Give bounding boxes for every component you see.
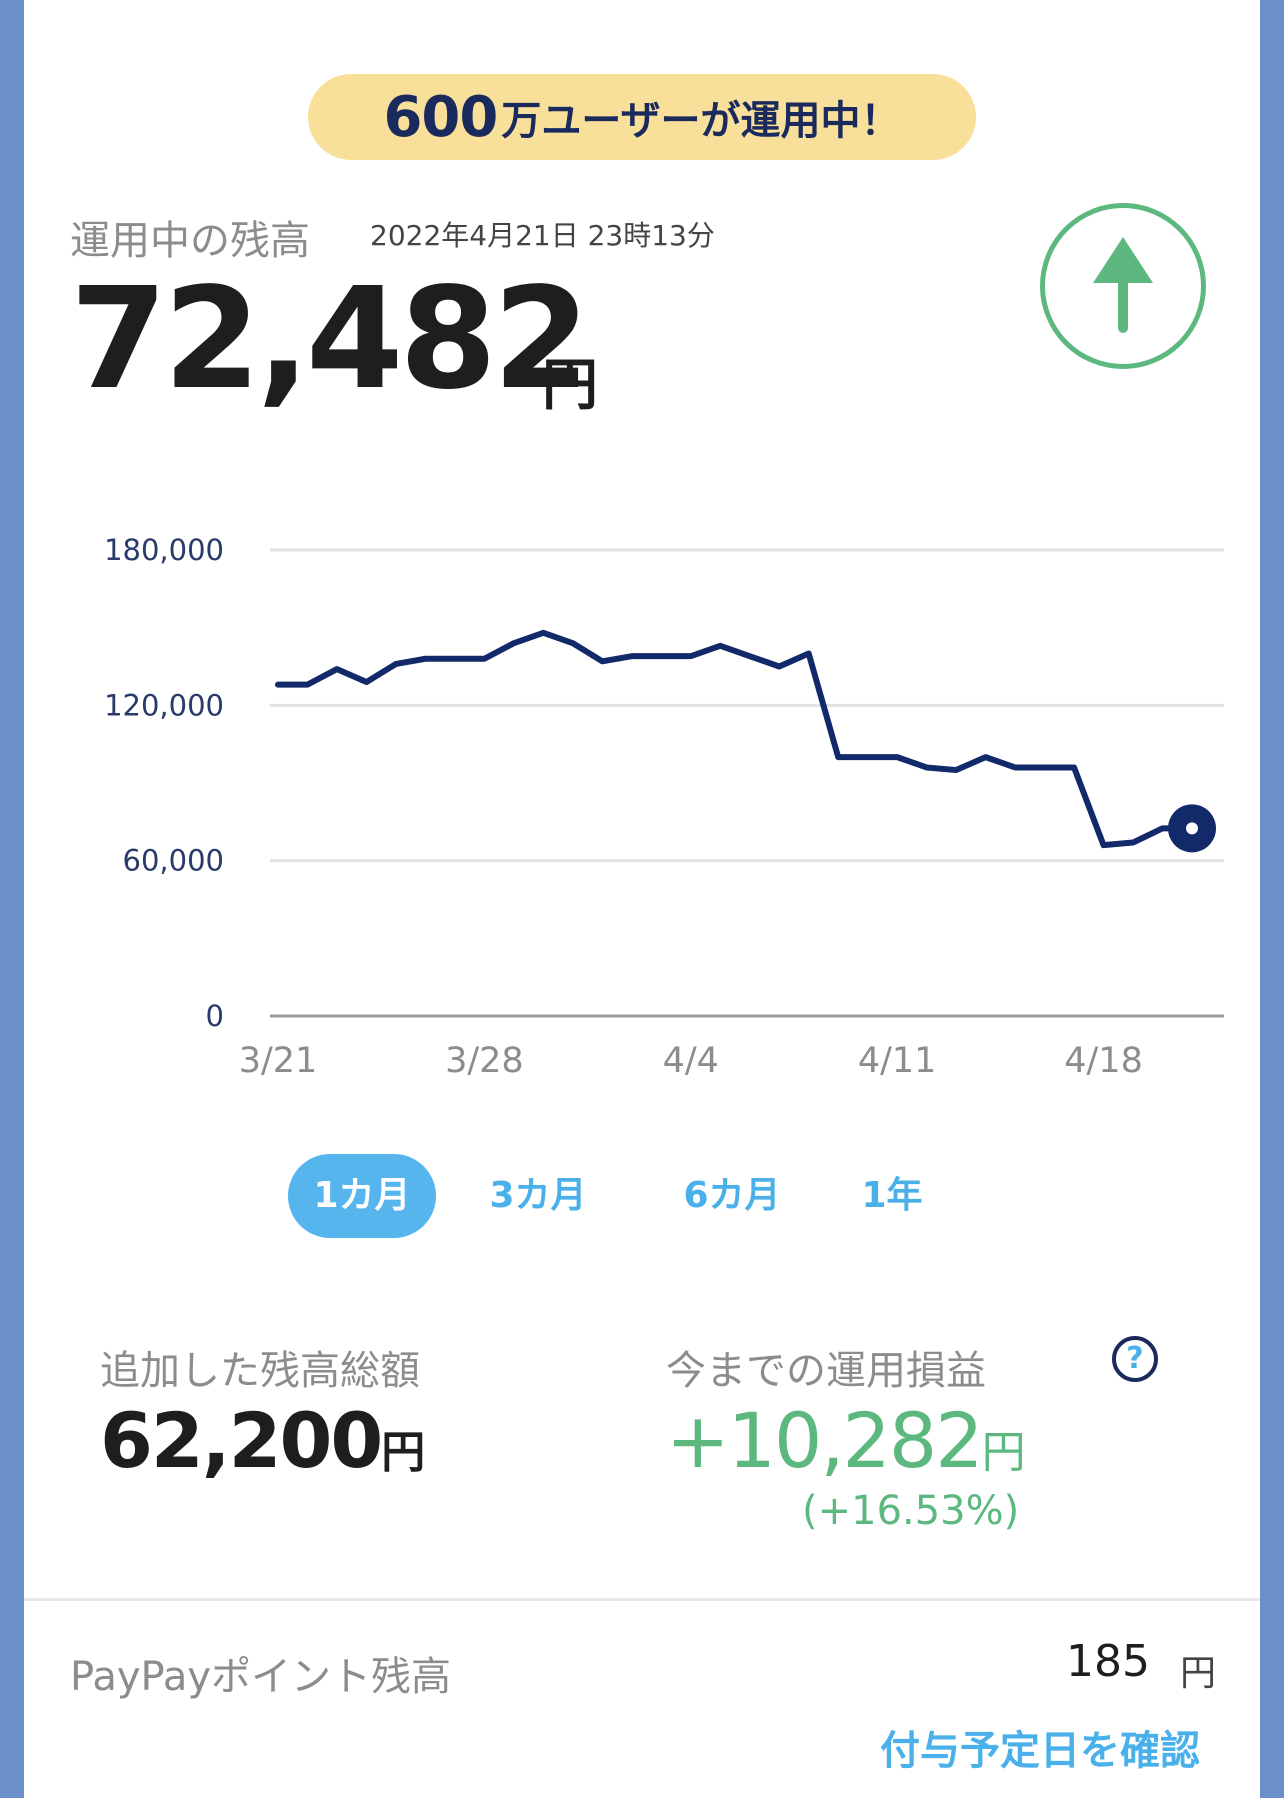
added-balance-number: 62,200: [100, 1396, 383, 1485]
period-tab-6m[interactable]: 6カ月: [683, 1175, 781, 1216]
series-line: [275, 629, 1195, 849]
paypay-points-label: PayPayポイント残高: [70, 1654, 452, 1700]
profit-loss-number: +10,282: [666, 1396, 984, 1485]
period-tab-3m[interactable]: 3カ月: [489, 1175, 587, 1216]
balance-card: 600 万ユーザーが運用中！ 運用中の残高 2022年4月21日 23時13分 …: [24, 0, 1260, 1798]
profit-loss-unit: 円: [981, 1427, 1026, 1478]
help-icon[interactable]: ?: [1112, 1336, 1158, 1382]
period-tab-1y[interactable]: 1年: [861, 1175, 923, 1216]
added-balance-label: 追加した残高総額: [100, 1348, 420, 1394]
added-balance-unit: 円: [381, 1427, 425, 1478]
profit-loss-label: 今までの運用損益: [666, 1348, 986, 1394]
balance-line-chart: 180,000 120,000 60,000 0 3/21 3/28 4/4 4/11 4/18: [104, 533, 1224, 1081]
balance-timestamp: 2022年4月21日 23時13分: [370, 219, 715, 252]
banner-count: 600: [383, 84, 498, 150]
y-tick-label: 60,000: [123, 844, 224, 878]
x-tick-label: 4/11: [858, 1041, 937, 1081]
confirm-grant-date-link[interactable]: 付与予定日を確認: [880, 1728, 1200, 1774]
y-tick-label: 120,000: [104, 688, 224, 722]
added-balance-value: 62,200円: [100, 1396, 425, 1485]
balance-unit: 円: [542, 353, 598, 418]
trend-up-button[interactable]: [1040, 203, 1206, 369]
x-tick-label: 4/18: [1064, 1041, 1143, 1081]
banner-text: 万ユーザーが運用中！: [501, 98, 901, 144]
paypay-points-value: 185: [1066, 1636, 1150, 1687]
section-divider: [24, 1598, 1260, 1601]
users-banner: 600 万ユーザーが運用中！: [308, 74, 976, 160]
balance-label: 運用中の残高: [70, 218, 310, 264]
current-point-center: [1186, 822, 1198, 835]
x-tick-label: 3/21: [239, 1041, 318, 1081]
profit-loss-percent: (+16.53%): [802, 1488, 1020, 1534]
x-tick-label: 4/4: [663, 1041, 719, 1081]
arrow-up-icon: [1093, 237, 1153, 333]
balance-value: 72,482: [70, 258, 590, 421]
paypay-points-unit: 円: [1180, 1653, 1217, 1694]
y-tick-label: 180,000: [104, 533, 224, 567]
period-tab-1m[interactable]: 1カ月: [288, 1154, 436, 1238]
profit-loss-value: +10,282円: [666, 1396, 1026, 1485]
y-tick-label: 0: [206, 999, 224, 1033]
x-tick-label: 3/28: [445, 1041, 524, 1081]
